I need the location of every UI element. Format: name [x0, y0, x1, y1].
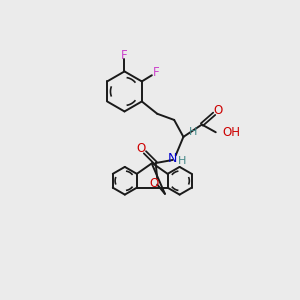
Text: H: H: [188, 127, 197, 137]
Text: H: H: [178, 156, 186, 166]
Text: F: F: [121, 49, 128, 62]
Text: F: F: [153, 67, 160, 80]
Text: O: O: [136, 142, 146, 155]
Text: OH: OH: [222, 126, 240, 139]
Text: N: N: [168, 152, 177, 165]
Text: O: O: [213, 104, 223, 117]
Text: O: O: [149, 177, 159, 190]
